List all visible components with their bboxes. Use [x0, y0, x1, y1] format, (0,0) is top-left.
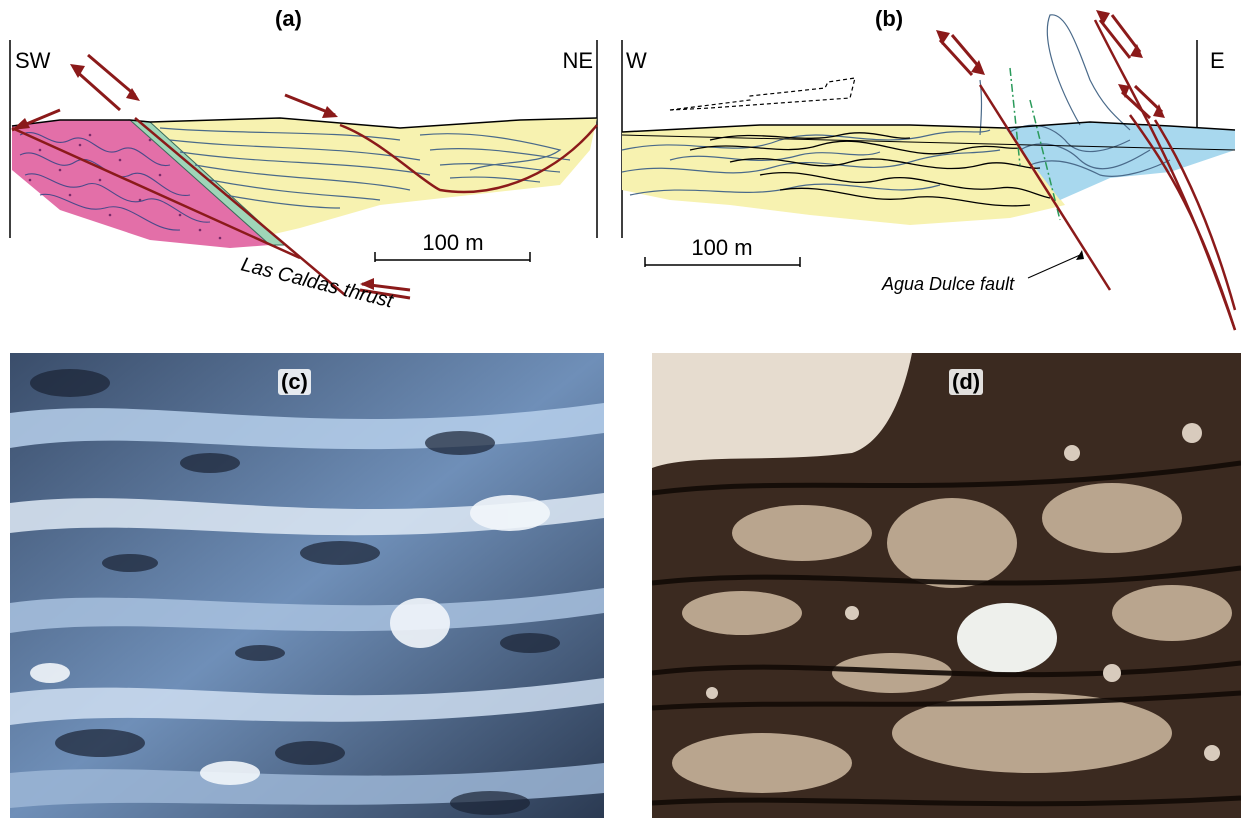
yellow-unit — [622, 125, 1065, 225]
shear-arrows-b3 — [1118, 84, 1165, 120]
las-caldas-thrust — [134, 117, 346, 296]
yellow-strata — [159, 127, 571, 209]
cross-section-a-drawing: 100 m SW NE Las Caldas thrust — [9, 40, 598, 313]
direction-label-sw: SW — [15, 48, 51, 73]
thrust-arrowhead — [12, 118, 30, 130]
cross-section-b-drawing: 100 m W E Agua Dulce fault — [621, 10, 1237, 331]
scale-label-b: 100 m — [691, 235, 752, 260]
basal-fault — [339, 123, 598, 194]
fault-label-arrowhead — [1076, 250, 1084, 260]
eastern-fault-2 — [1128, 114, 1237, 331]
cross-section-a: 100 m SW NE Las Caldas thrust (a) — [0, 0, 610, 345]
yellow-unit — [150, 118, 597, 235]
photomicrograph-d-image — [652, 353, 1241, 818]
pink-texture — [28, 133, 222, 240]
folded-strata-dark — [689, 132, 1051, 207]
shear-arrows-bottom — [359, 278, 411, 300]
horizon-line — [621, 134, 1236, 151]
photomicrograph-c-image — [10, 353, 604, 818]
blue-unit — [1005, 122, 1235, 200]
panel-label-d: (d) — [949, 369, 984, 395]
panel-label-a: (a) — [275, 6, 302, 31]
panel-label-c: (c) — [278, 369, 311, 395]
cross-section-b: 100 m W E Agua Dulce fault (b) — [610, 0, 1241, 345]
eroded-trace — [669, 77, 856, 111]
photomicrograph-d: (d) — [652, 353, 1241, 818]
upper-clast — [652, 353, 912, 468]
panel-label-b: (b) — [875, 6, 904, 31]
green-dashdot-lines — [1009, 67, 1061, 221]
eastern-fault-3 — [1153, 119, 1237, 311]
yellow-strata — [621, 129, 1001, 196]
shear-arrows-left — [70, 53, 140, 112]
photomicrograph-c: (c) — [10, 353, 604, 818]
agua-dulce-fault — [978, 84, 1112, 291]
fault-label-b: Agua Dulce fault — [881, 274, 1015, 294]
blue-strata — [979, 14, 1171, 177]
scale-bar-b — [644, 257, 801, 267]
direction-label-ne: NE — [562, 48, 593, 73]
shear-arrows-b2 — [1096, 10, 1143, 59]
scale-bar-a — [374, 252, 531, 262]
thrust-fault-inner — [11, 126, 301, 260]
direction-label-w: W — [626, 48, 647, 73]
ground-surface — [621, 121, 1236, 133]
fault-label-leader — [1027, 254, 1081, 279]
scale-label-a: 100 m — [422, 230, 483, 255]
shear-arrows-b1 — [936, 30, 985, 77]
shear-arrows-middle — [284, 93, 338, 118]
direction-label-e: E — [1210, 48, 1225, 73]
ground-surface — [11, 117, 598, 129]
bright-clast — [957, 603, 1057, 673]
